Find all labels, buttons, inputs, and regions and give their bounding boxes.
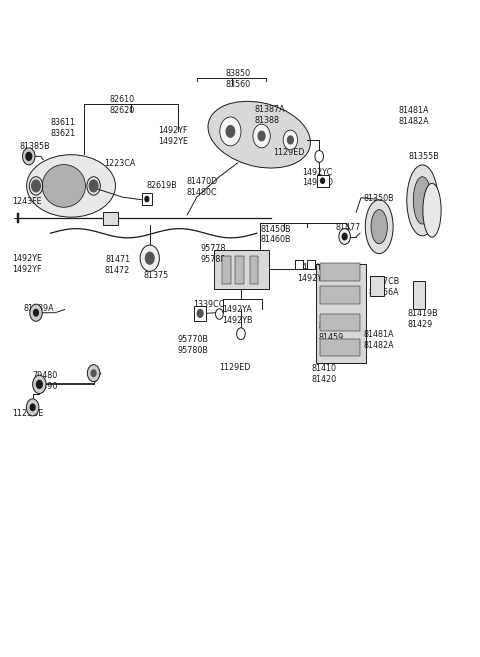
Text: 81471
81472: 81471 81472 [105,255,130,275]
Text: 1017CB
81456A: 1017CB 81456A [369,277,400,297]
Circle shape [216,309,223,319]
Ellipse shape [423,183,441,237]
Circle shape [342,233,347,240]
Circle shape [26,399,39,416]
Circle shape [33,375,46,394]
Circle shape [226,125,235,137]
Bar [413,281,425,309]
Bar [222,256,231,284]
Text: 81389A: 81389A [23,304,54,313]
Bar [103,212,118,225]
Circle shape [339,229,350,244]
Text: 81477: 81477 [336,223,361,233]
Text: 81410
81420: 81410 81420 [311,364,336,384]
Circle shape [237,328,245,340]
Circle shape [34,309,38,316]
Circle shape [30,304,42,321]
Text: 95778
95788: 95778 95788 [201,244,226,264]
Text: 1129ED: 1129ED [274,148,305,157]
Circle shape [258,131,265,141]
Bar [295,260,303,269]
Text: 1223CA: 1223CA [105,159,136,168]
Text: 1125DE: 1125DE [12,409,43,418]
Circle shape [145,252,154,264]
Text: 81419B
81429: 81419B 81429 [407,309,438,328]
Text: 81458
81459: 81458 81459 [319,322,344,342]
Circle shape [315,150,324,162]
FancyBboxPatch shape [214,250,269,289]
Bar [250,256,258,284]
Ellipse shape [42,165,85,208]
Bar [320,339,360,356]
Ellipse shape [407,165,438,236]
Text: 1243FE: 1243FE [12,197,42,206]
Bar [194,306,206,321]
Text: 95770B
95780B: 95770B 95780B [178,335,209,355]
Text: 81450B
81460B: 81450B 81460B [260,225,291,244]
Text: 1492YE
1492YF: 1492YE 1492YF [12,254,42,274]
Text: 81470D
81480C: 81470D 81480C [186,177,217,197]
Circle shape [87,365,100,382]
Text: 82610
82620: 82610 82620 [110,95,135,115]
Text: 81385B: 81385B [19,142,50,151]
Circle shape [321,178,324,183]
Ellipse shape [365,200,393,254]
Bar [320,314,360,331]
Text: 82619B: 82619B [146,181,177,191]
Circle shape [32,180,40,192]
Text: 81355B: 81355B [409,152,440,162]
Bar [235,256,244,284]
Circle shape [26,152,32,160]
Circle shape [197,309,203,317]
Text: 81481A
81482A: 81481A 81482A [364,330,395,350]
Text: 83850
83560: 83850 83560 [225,69,250,89]
Circle shape [89,180,98,192]
Text: 1492YF
1492YE: 1492YF 1492YE [158,126,188,146]
Circle shape [36,380,42,388]
Ellipse shape [371,210,387,244]
Text: 81387A
81388: 81387A 81388 [254,105,285,125]
Text: 83611
83621: 83611 83621 [50,118,75,138]
Circle shape [23,148,35,165]
Text: 79480
79490: 79480 79490 [33,371,58,391]
Bar [307,260,315,269]
Text: 1492YG
1492YH: 1492YG 1492YH [298,263,329,283]
Text: 81375: 81375 [144,271,169,281]
Bar [370,276,384,296]
Ellipse shape [208,101,311,168]
Text: 81481A
81482A: 81481A 81482A [398,106,429,126]
Text: 81350B: 81350B [364,194,395,203]
Circle shape [91,370,96,376]
Circle shape [140,245,159,271]
Circle shape [145,196,149,202]
Circle shape [283,130,298,150]
Bar [142,193,152,205]
Text: 1339CC: 1339CC [193,300,224,309]
Circle shape [30,404,35,411]
Ellipse shape [413,177,432,224]
Bar [320,263,360,281]
Bar [320,286,360,304]
Bar [317,175,329,187]
Text: 1492YA
1492YB: 1492YA 1492YB [222,305,252,325]
Text: 1492YC
1492YD: 1492YC 1492YD [302,168,334,187]
FancyBboxPatch shape [316,264,366,363]
Circle shape [288,136,293,144]
Text: 1129ED: 1129ED [219,363,250,373]
Circle shape [253,124,270,148]
Circle shape [220,117,241,146]
Ellipse shape [26,155,115,217]
